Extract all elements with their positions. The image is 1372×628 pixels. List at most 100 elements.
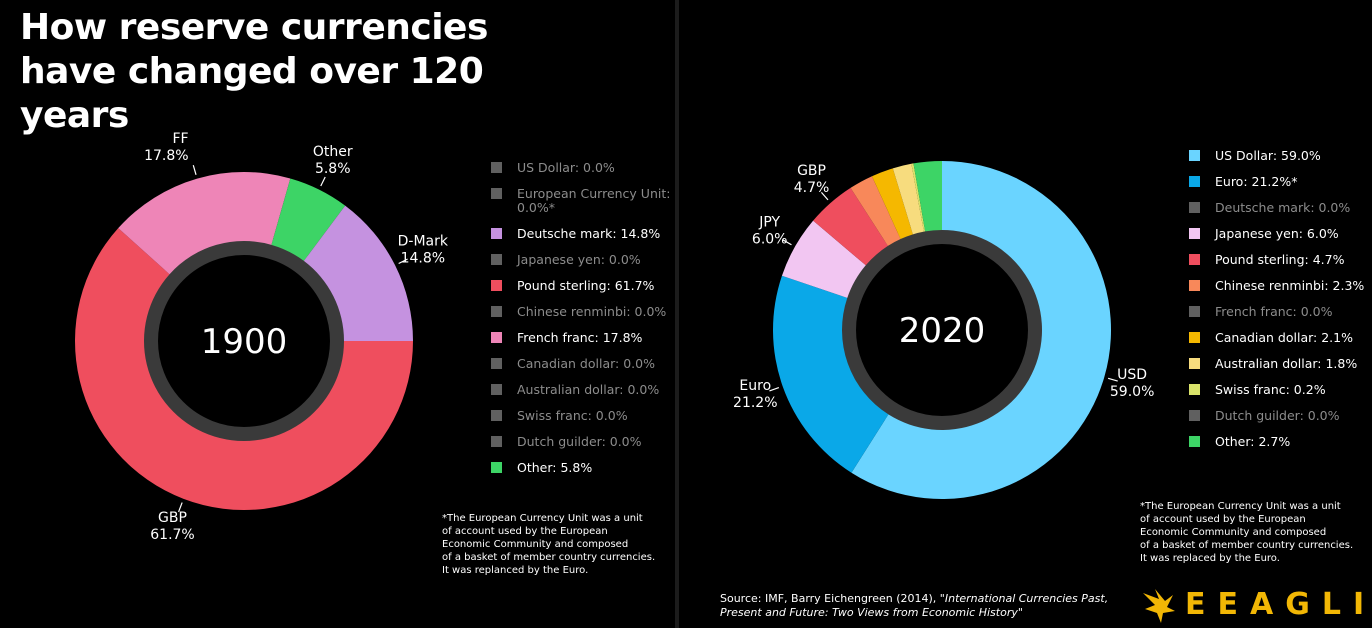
legend-item: Dutch guilder: 0.0% [1189, 409, 1372, 423]
legend-item: Pound sterling: 4.7% [1189, 253, 1372, 267]
slice-value: 61.7% [150, 527, 194, 543]
legend-item: Chinese renminbi: 2.3% [1189, 279, 1372, 293]
legend-1900: US Dollar: 0.0% European Currency Unit: 0… [491, 161, 671, 487]
slice-other [913, 161, 942, 232]
legend-label: Chinese renminbi: 2.3% [1215, 278, 1365, 293]
slice-label: FF [172, 131, 188, 147]
donut-inner-ring [138, 235, 350, 447]
legend-item: Canadian dollar: 2.1% [1189, 331, 1372, 345]
legend-item: Dutch guilder: 0.0% [491, 435, 671, 449]
legend-label: Deutsche mark: 14.8% [517, 226, 661, 241]
callout-line [178, 502, 183, 513]
legend-item: Euro: 21.2%* [1189, 175, 1372, 189]
page-title: How reserve currencies have changed over… [20, 7, 488, 136]
footnote-1900: *The European Currency Unit was a unit o… [442, 513, 656, 576]
slice-value: 4.7% [794, 180, 830, 196]
donut-inner-ring [836, 224, 1048, 436]
legend-2020: US Dollar: 59.0% Euro: 21.2%* Deutsche mar… [1189, 149, 1372, 461]
callout-line [1107, 377, 1118, 382]
slice-value: 14.8% [401, 250, 445, 266]
legend-item: Pound sterling: 61.7% [491, 279, 671, 293]
slice-value: 17.8% [144, 148, 188, 164]
slice-d-mark [303, 205, 413, 341]
legend-swatch [1189, 202, 1200, 213]
legend-label: Other: 5.8% [517, 460, 593, 475]
legend-item: Chinese renminbi: 0.0% [491, 305, 671, 319]
slice-label: Euro [739, 378, 771, 394]
callout-line [192, 165, 197, 175]
legend-label: European Currency Unit: 0.0%* [517, 186, 671, 215]
legend-item: Japanese yen: 6.0% [1189, 227, 1372, 241]
slice-jpy [781, 220, 866, 298]
footnote-2020: *The European Currency Unit was a unit o… [1140, 501, 1354, 564]
legend-swatch [491, 162, 502, 173]
slice-value: 59.0% [1110, 384, 1154, 400]
panel-divider [675, 0, 679, 628]
legend-item: Other: 5.8% [491, 461, 671, 475]
legend-label: Australian dollar: 1.8% [1215, 356, 1358, 371]
slice-euro [773, 275, 889, 473]
legend-swatch [491, 358, 502, 369]
legend-label: US Dollar: 0.0% [517, 160, 615, 175]
legend-item: Australian dollar: 0.0% [491, 383, 671, 397]
legend-item: Deutsche mark: 0.0% [1189, 201, 1372, 215]
center-year-label: 2020 [899, 311, 986, 351]
legend-swatch [1189, 358, 1200, 369]
slice-label: Other [313, 144, 353, 160]
legend-swatch [491, 332, 502, 343]
legend-item: US Dollar: 0.0% [491, 161, 671, 175]
legend-label: US Dollar: 59.0% [1215, 148, 1321, 163]
legend-item: European Currency Unit: 0.0%* [491, 187, 671, 215]
source-prefix: Source: IMF, Barry Eichengreen (2014), [720, 592, 940, 605]
slice-gbp [813, 187, 888, 266]
legend-item: Swiss franc: 0.2% [1189, 383, 1372, 397]
slice-label: JPY [758, 214, 780, 230]
legend-swatch [491, 228, 502, 239]
legend-item: US Dollar: 59.0% [1189, 149, 1372, 163]
callout-line [398, 258, 408, 265]
callout-line [320, 176, 326, 187]
legend-swatch [491, 384, 502, 395]
legend-label: Euro: 21.2%* [1215, 174, 1298, 189]
chart-panel-1900: How reserve currencies have changed over… [0, 0, 675, 628]
source-title: "International Currencies Past, Present … [720, 592, 1109, 619]
legend-swatch [1189, 150, 1200, 161]
slice-australian-dollar [892, 163, 924, 235]
legend-label: Canadian dollar: 0.0% [517, 356, 655, 371]
legend-label: French franc: 17.8% [517, 330, 643, 345]
legend-swatch [491, 462, 502, 473]
legend-swatch [1189, 332, 1200, 343]
legend-label: Deutsche mark: 0.0% [1215, 200, 1351, 215]
legend-label: Japanese yen: 0.0% [517, 252, 641, 267]
legend-label: French franc: 0.0% [1215, 304, 1333, 319]
center-year-label: 1900 [201, 322, 288, 362]
chart-panel-2020: USD 59.0% Euro 21.2% JPY 6.0% GBP 4.7% 2020 US D… [679, 0, 1372, 628]
legend-swatch [1189, 436, 1200, 447]
legend-item: Swiss franc: 0.0% [491, 409, 671, 423]
callout-line [820, 191, 829, 201]
legend-label: Swiss franc: 0.2% [1215, 382, 1326, 397]
legend-label: Chinese renminbi: 0.0% [517, 304, 667, 319]
legend-label: Japanese yen: 6.0% [1215, 226, 1339, 241]
slice-label: GBP [158, 510, 187, 526]
legend-swatch [1189, 306, 1200, 317]
slice-value: 5.8% [315, 161, 351, 177]
slice-label: USD [1117, 367, 1147, 383]
legend-swatch [1189, 384, 1200, 395]
legend-swatch [1189, 176, 1200, 187]
legend-swatch [1189, 254, 1200, 265]
legend-label: Pound sterling: 4.7% [1215, 252, 1345, 267]
eagle-icon [1143, 589, 1175, 623]
slice-swiss-franc [911, 163, 926, 232]
slice-value: 21.2% [733, 395, 777, 411]
legend-label: Canadian dollar: 2.1% [1215, 330, 1353, 345]
legend-label: Pound sterling: 61.7% [517, 278, 655, 293]
legend-item: Other: 2.7% [1189, 435, 1372, 449]
slice-ff [118, 171, 291, 275]
slice-usd [851, 161, 1111, 499]
legend-swatch [491, 280, 502, 291]
legend-label: Dutch guilder: 0.0% [1215, 408, 1340, 423]
logo-text: EEAGLI [1185, 587, 1372, 622]
